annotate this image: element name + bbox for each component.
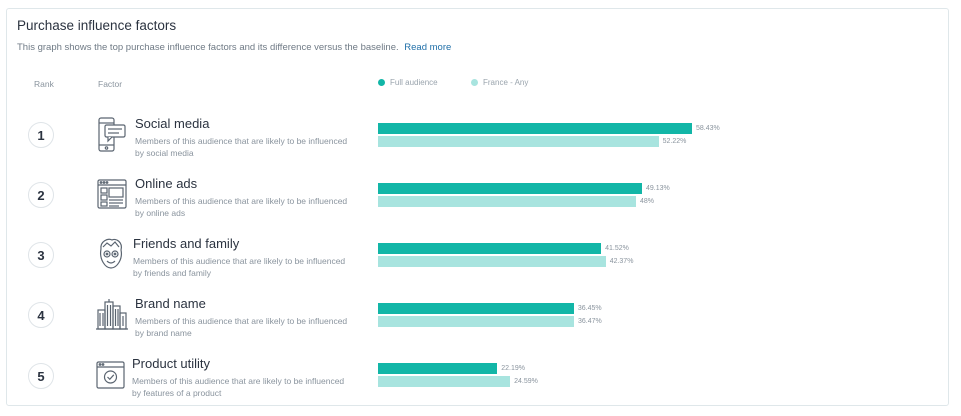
legend-france-any-label: France - Any	[483, 78, 529, 87]
city-buildings-icon	[96, 298, 128, 332]
bar-france-any-3	[378, 256, 606, 267]
card-subtitle: This graph shows the top purchase influe…	[17, 42, 451, 53]
factor-column-header: Factor	[98, 79, 123, 89]
rank-column-header: Rank	[34, 79, 54, 89]
legend-full-audience-swatch	[378, 79, 385, 86]
bar-full-audience-5	[378, 363, 498, 374]
bar-full-audience-1	[378, 123, 692, 134]
bar-label-france-any-2: 48%	[639, 197, 654, 205]
bar-france-any-2	[378, 196, 636, 207]
read-more-link[interactable]: Read more	[404, 42, 452, 53]
bar-label-full-audience-4: 36.45%	[577, 304, 602, 312]
bar-label-full-audience-2: 49.13%	[646, 184, 670, 192]
browser-window-icon	[97, 178, 127, 212]
bar-label-full-audience-3: 41.52%	[605, 244, 629, 252]
smartphone-chat-icon	[97, 117, 127, 152]
card-title: Purchase influence factors	[17, 18, 177, 33]
bar-france-any-5	[378, 376, 511, 387]
factor-name-2: Online ads	[135, 176, 198, 191]
bar-label-france-any-1: 52.22%	[662, 137, 687, 145]
person-face-icon	[96, 237, 126, 271]
bar-france-any-1	[378, 136, 659, 147]
bar-label-full-audience-5: 22.19%	[501, 364, 525, 372]
bar-full-audience-4	[378, 303, 574, 314]
factor-name-1: Social media	[135, 116, 210, 131]
bar-france-any-4	[378, 316, 574, 327]
legend-france-any: France - Any	[471, 78, 528, 87]
factor-description-4: Members of this audience that are likely…	[135, 316, 348, 338]
factor-description-5: Members of this audience that are likely…	[132, 376, 345, 398]
factor-description-1: Members of this audience that are likely…	[135, 136, 348, 158]
legend-full-audience-label: Full audience	[390, 78, 438, 87]
rank-badge-3: 3	[28, 242, 54, 268]
purchase-influence-card	[6, 8, 949, 406]
legend-france-any-swatch	[471, 79, 478, 86]
bar-label-france-any-3: 42.37%	[609, 257, 634, 265]
rank-badge-2: 2	[28, 182, 54, 208]
monitor-check-icon	[96, 360, 126, 394]
bar-label-france-any-4: 36.47%	[577, 317, 602, 325]
subtitle-text: This graph shows the top purchase influe…	[17, 42, 399, 53]
rank-badge-1: 1	[28, 122, 54, 148]
bar-full-audience-3	[378, 243, 602, 254]
bar-label-france-any-5: 24.59%	[514, 377, 538, 385]
factor-name-5: Product utility	[132, 356, 211, 371]
bar-full-audience-2	[378, 183, 643, 194]
factor-name-3: Friends and family	[133, 236, 240, 251]
factor-description-2: Members of this audience that are likely…	[135, 196, 348, 218]
rank-badge-5: 5	[28, 363, 54, 389]
bar-label-full-audience-1: 58.43%	[696, 124, 720, 132]
factor-name-4: Brand name	[135, 296, 206, 311]
rank-badge-4: 4	[28, 302, 54, 328]
factor-description-3: Members of this audience that are likely…	[133, 256, 346, 278]
legend-full-audience: Full audience	[378, 78, 438, 87]
